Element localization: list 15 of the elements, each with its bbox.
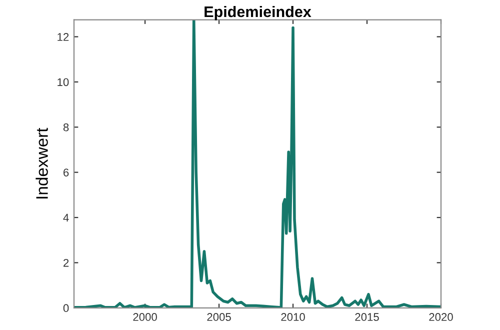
x-tick-label: 2010 (281, 313, 305, 321)
chart-title: Epidemieindex (204, 6, 312, 20)
line-series (74, 20, 441, 308)
x-tick-label: 2000 (133, 313, 157, 321)
y-tick-label: 2 (64, 258, 69, 267)
y-tick-label: 8 (63, 123, 69, 132)
y-tick-label: 4 (63, 214, 69, 222)
x-tick-label: 2005 (207, 313, 231, 321)
y-tick-label: 12 (58, 33, 69, 41)
x-tick-label: 2015 (355, 313, 379, 321)
y-tick-label: 6 (64, 168, 69, 176)
x-tick-label: 2020 (429, 313, 453, 321)
y-axis-title: Indexwert (36, 128, 48, 198)
y-tick-label: 0 (63, 304, 69, 312)
y-tick-label: 10 (58, 78, 69, 86)
